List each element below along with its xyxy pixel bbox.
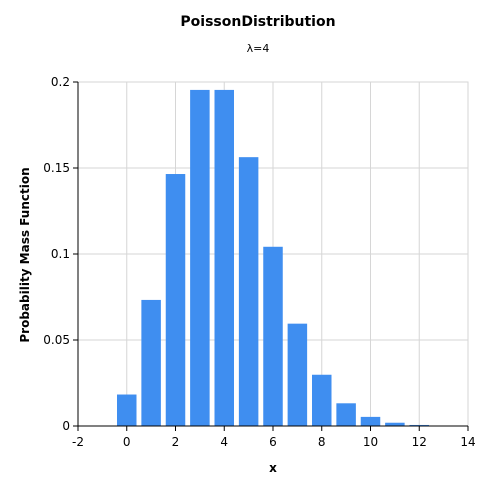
x-tick-label: 14: [460, 435, 475, 449]
x-tick-labels: -2 0 2 4 6 8 10 12 14: [72, 435, 476, 449]
axes: [73, 81, 469, 431]
x-tick-label: -2: [72, 435, 84, 449]
x-tick-label: 8: [318, 435, 326, 449]
bar-x-6: [263, 246, 283, 426]
bar-x-8: [312, 374, 332, 426]
bar-x-4: [214, 89, 234, 427]
x-tick-label: 10: [363, 435, 378, 449]
y-tick-label: 0: [62, 419, 70, 433]
x-tick-label: 6: [269, 435, 277, 449]
chart-title: PoissonDistribution: [180, 14, 335, 30]
x-axis-label: x: [269, 461, 277, 475]
x-tick-label: 4: [220, 435, 228, 449]
bar-x-9: [336, 403, 356, 426]
x-tick-label: 2: [172, 435, 180, 449]
bar-x-0: [117, 394, 137, 426]
chart-subtitle: λ=4: [247, 42, 270, 55]
x-tick-label: 12: [412, 435, 427, 449]
bar-x-2: [165, 174, 186, 426]
bar-x-7: [287, 323, 308, 426]
bar-x-3: [190, 89, 210, 427]
bars: [117, 89, 454, 427]
bar-x-1: [141, 299, 161, 426]
y-tick-label: 0.05: [43, 333, 70, 347]
y-tick-label: 0.1: [51, 247, 70, 261]
y-axis-label: Probability Mass Function: [18, 167, 32, 342]
x-tick-label: 0: [123, 435, 131, 449]
bar-x-12: [409, 424, 429, 426]
bar-x-11: [385, 422, 405, 426]
y-tick-label: 0.2: [51, 75, 70, 89]
bar-x-5: [238, 157, 259, 426]
y-tick-label: 0.15: [43, 161, 70, 175]
y-tick-labels: 0 0.05 0.1 0.15 0.2: [43, 75, 70, 433]
bar-x-10: [360, 416, 381, 426]
